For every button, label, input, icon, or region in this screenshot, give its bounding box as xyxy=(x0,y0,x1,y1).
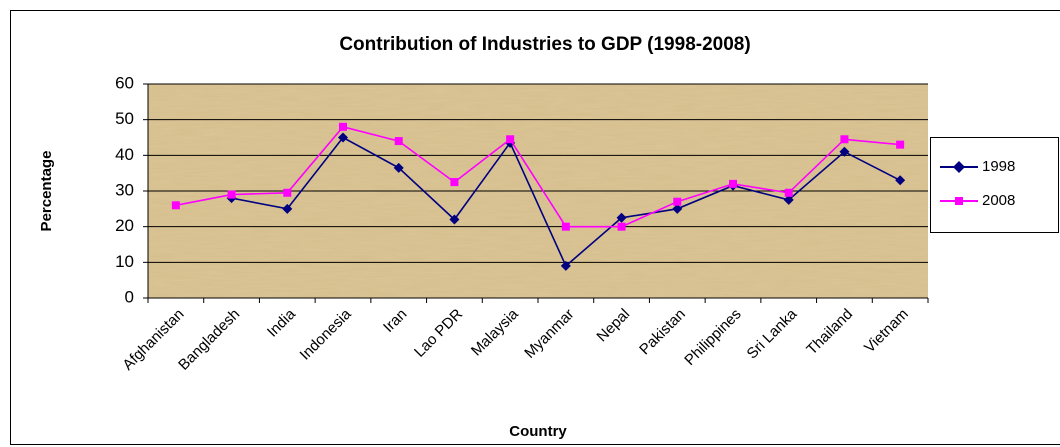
y-tick-label: 50 xyxy=(115,109,134,128)
point xyxy=(393,162,404,173)
point xyxy=(896,140,905,149)
point xyxy=(561,222,570,231)
point xyxy=(895,175,906,186)
point xyxy=(839,146,850,157)
legend: 1998 2008 xyxy=(930,137,1059,233)
y-tick-label: 10 xyxy=(115,252,134,271)
x-axis-label: Country xyxy=(509,423,567,440)
point xyxy=(506,135,515,144)
point xyxy=(282,203,293,214)
legend-marker xyxy=(953,161,965,173)
point xyxy=(840,135,849,144)
legend-label: 1998 xyxy=(982,158,1015,175)
point xyxy=(394,137,403,146)
point xyxy=(283,188,292,197)
point xyxy=(673,197,682,206)
y-tick-label: 20 xyxy=(115,216,134,235)
point xyxy=(672,203,683,214)
point xyxy=(171,201,180,210)
point xyxy=(338,132,348,143)
point xyxy=(449,214,460,225)
legend-marker xyxy=(955,197,963,205)
point xyxy=(560,260,571,271)
y-tick-label: 40 xyxy=(115,145,134,164)
point xyxy=(339,122,347,131)
legend-label: 2008 xyxy=(982,192,1015,209)
chart-title: Contribution of Industries to GDP (1998-… xyxy=(339,34,750,55)
point xyxy=(227,190,236,199)
y-tick-label: 0 xyxy=(125,287,134,306)
point xyxy=(729,179,737,188)
point xyxy=(617,222,626,231)
series-line xyxy=(175,125,901,228)
y-tick-label: 30 xyxy=(115,180,134,199)
point xyxy=(450,178,459,187)
y-axis-label: Percentage xyxy=(38,151,55,232)
legend-box xyxy=(930,137,1059,233)
point xyxy=(616,212,627,223)
point xyxy=(783,194,794,205)
point xyxy=(784,188,793,197)
y-tick-label: 60 xyxy=(115,73,134,92)
